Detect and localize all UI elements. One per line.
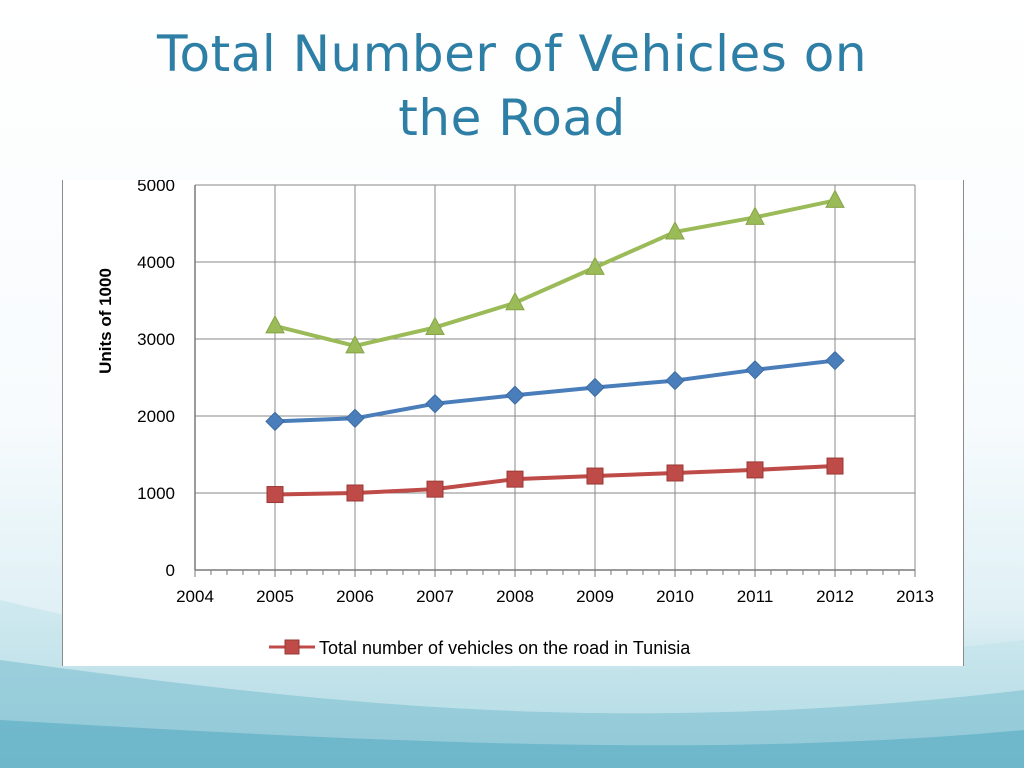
series-0 bbox=[266, 457, 844, 504]
data-point-square bbox=[826, 457, 844, 475]
chart-series bbox=[265, 189, 845, 504]
y-tick-label: 2000 bbox=[137, 407, 175, 426]
y-tick-label: 3000 bbox=[137, 330, 175, 349]
data-point-diamond bbox=[425, 393, 445, 414]
series-line-2 bbox=[274, 198, 836, 348]
y-axis-tick-labels: 0 1000 2000 3000 4000 5000 bbox=[137, 176, 175, 580]
data-point-triangle bbox=[265, 314, 285, 334]
chart-legend: Total number of vehicles on the road in … bbox=[269, 638, 691, 658]
data-point-diamond bbox=[585, 377, 605, 398]
data-point-triangle bbox=[345, 334, 365, 354]
x-tick-label: 2005 bbox=[256, 587, 294, 606]
data-point-triangle bbox=[745, 206, 765, 225]
y-tick-label: 1000 bbox=[137, 484, 175, 503]
data-point-square bbox=[666, 464, 684, 482]
x-tick-label: 2009 bbox=[576, 587, 614, 606]
data-point-square bbox=[746, 461, 764, 479]
data-point-triangle bbox=[425, 316, 445, 335]
x-tick-label: 2013 bbox=[896, 587, 934, 606]
series-1 bbox=[265, 350, 845, 432]
data-point-triangle bbox=[665, 220, 685, 240]
x-axis-tick-labels: 2004 2005 2006 2007 2008 2009 2010 2011 2012 2013 bbox=[176, 587, 934, 606]
data-point-triangle bbox=[825, 189, 845, 208]
x-tick-label: 2012 bbox=[816, 587, 854, 606]
chart-grid bbox=[195, 184, 916, 570]
x-tick-label: 2008 bbox=[496, 587, 534, 606]
x-tick-label: 2006 bbox=[336, 587, 374, 606]
data-point-diamond bbox=[265, 411, 285, 432]
chart-container: 0 1000 2000 3000 4000 5000 2004 2005 2006 2007 20… bbox=[62, 176, 964, 666]
series-2 bbox=[265, 189, 845, 354]
slide-title-line-1: Total Number of Vehicles on bbox=[156, 25, 868, 83]
data-point-diamond bbox=[505, 385, 525, 405]
x-tick-label: 2004 bbox=[176, 587, 214, 606]
data-point-diamond bbox=[665, 370, 685, 391]
data-point-diamond bbox=[345, 408, 365, 429]
data-point-diamond bbox=[745, 360, 765, 380]
data-point-square bbox=[586, 467, 604, 485]
y-tick-label: 5000 bbox=[137, 180, 175, 195]
chart-axes bbox=[194, 185, 916, 577]
slide-title: Total Number of Vehicles on the Road bbox=[0, 22, 1024, 150]
data-point-triangle bbox=[585, 256, 605, 275]
data-point-triangle bbox=[505, 291, 525, 311]
x-tick-label: 2007 bbox=[416, 587, 454, 606]
data-point-square bbox=[426, 480, 444, 498]
data-point-square bbox=[506, 470, 524, 488]
legend-marker-icon bbox=[284, 639, 300, 655]
data-point-square bbox=[346, 484, 364, 502]
legend-label: Total number of vehicles on the road in … bbox=[319, 638, 691, 658]
series-line-0 bbox=[274, 464, 836, 497]
x-tick-label: 2011 bbox=[737, 587, 774, 606]
y-tick-label: 0 bbox=[166, 561, 175, 580]
x-tick-label: 2010 bbox=[656, 587, 694, 606]
data-point-square bbox=[266, 486, 284, 504]
y-tick-label: 4000 bbox=[137, 253, 175, 272]
series-line-1 bbox=[274, 358, 836, 424]
y-axis-label: Units of 1000 bbox=[96, 268, 115, 374]
data-point-diamond bbox=[825, 350, 845, 371]
slide-title-line-2: the Road bbox=[398, 89, 626, 147]
